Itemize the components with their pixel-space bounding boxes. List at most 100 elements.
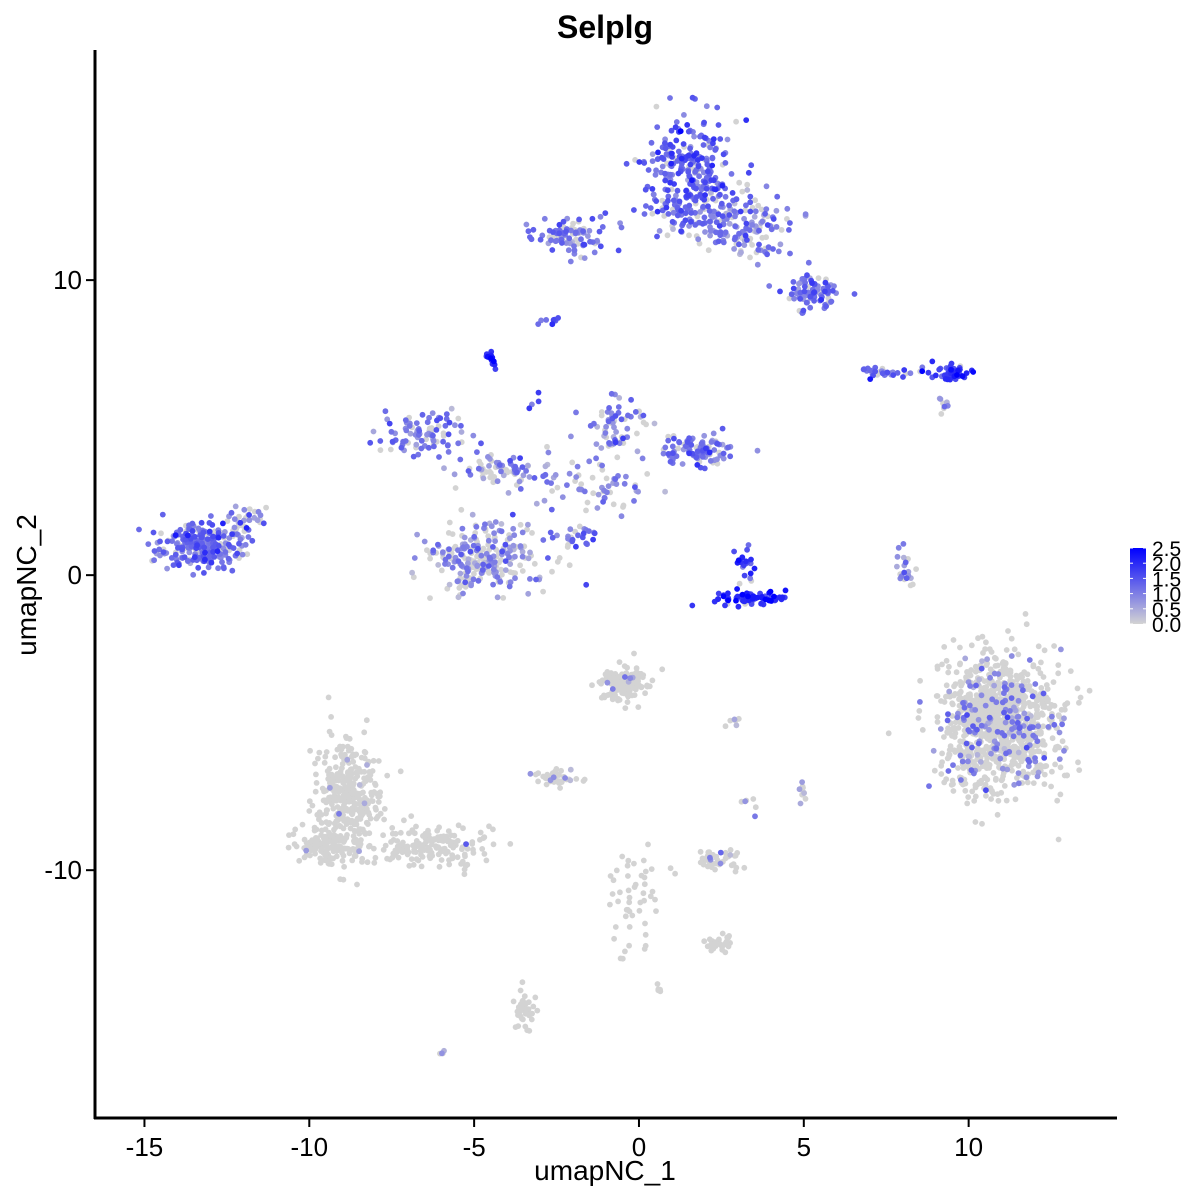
cell-point <box>334 771 341 778</box>
cell-point <box>741 572 748 579</box>
cell-point <box>377 447 384 453</box>
cell-point <box>986 714 993 721</box>
cell-point <box>497 578 504 585</box>
cell-point <box>972 663 979 670</box>
cell-point <box>982 781 989 788</box>
cell-point <box>665 197 671 204</box>
cell-point <box>767 588 774 595</box>
cell-point <box>366 842 373 849</box>
cell-point <box>1061 747 1067 754</box>
cell-point <box>549 534 556 541</box>
cell-point <box>972 819 979 825</box>
cell-point <box>309 802 316 809</box>
cell-point <box>972 784 979 791</box>
cell-point <box>635 704 642 710</box>
cell-point <box>614 686 620 693</box>
cell-point <box>460 590 466 597</box>
cell-point <box>150 529 157 536</box>
cell-point <box>694 157 701 163</box>
cell-point <box>1015 780 1022 787</box>
cell-point <box>597 243 604 250</box>
cell-point <box>473 523 480 530</box>
cell-point <box>308 847 314 854</box>
cell-point <box>448 832 454 839</box>
cell-point <box>1020 732 1027 739</box>
cell-point <box>239 551 246 558</box>
cell-point <box>189 528 196 534</box>
cell-point <box>944 755 951 762</box>
cell-point <box>1015 697 1022 704</box>
cell-point <box>1038 730 1044 737</box>
cell-point <box>890 372 897 378</box>
cell-point <box>981 774 988 780</box>
cell-point <box>1040 690 1047 697</box>
cell-point <box>478 552 485 559</box>
cell-point <box>375 799 382 805</box>
cell-point <box>625 412 631 419</box>
cell-point <box>365 774 372 780</box>
cell-point <box>675 445 681 452</box>
cell-point <box>169 538 176 544</box>
cell-point <box>524 526 530 533</box>
cell-point <box>1026 725 1033 731</box>
cell-point <box>811 289 818 296</box>
cell-point <box>312 788 319 795</box>
cell-point <box>983 787 989 794</box>
cell-point <box>386 420 393 427</box>
cell-point <box>665 451 672 457</box>
cell-point <box>527 549 533 556</box>
cell-point <box>796 786 803 793</box>
cell-point <box>182 536 189 543</box>
cell-point <box>1024 779 1031 786</box>
cell-point <box>708 947 715 954</box>
cell-point <box>900 541 907 547</box>
cell-point <box>389 830 396 837</box>
cell-point <box>541 215 548 222</box>
cell-point <box>500 595 507 601</box>
cell-point <box>567 766 574 773</box>
cell-point <box>710 430 717 437</box>
cell-point <box>917 677 923 684</box>
cell-point <box>498 566 504 573</box>
cell-point <box>1033 711 1040 717</box>
cell-point <box>459 846 465 853</box>
cell-point <box>312 760 318 767</box>
cell-point <box>682 217 689 224</box>
cell-point <box>576 523 583 530</box>
cell-point <box>518 1007 524 1013</box>
cell-point <box>713 854 720 861</box>
cell-point <box>679 461 686 467</box>
cell-point <box>938 411 945 417</box>
cell-point <box>1005 628 1011 634</box>
cell-point <box>665 193 672 200</box>
cell-point <box>365 821 371 827</box>
cell-point <box>202 556 208 563</box>
cell-point <box>932 372 939 379</box>
cell-point <box>633 679 639 686</box>
cell-point <box>455 440 462 447</box>
cell-point <box>525 462 531 469</box>
legend-tick-label: 1.5 <box>1152 568 1181 591</box>
cell-point <box>591 249 598 256</box>
cell-point <box>701 134 708 141</box>
y-tick-label: 0 <box>68 560 82 590</box>
cell-point <box>668 160 675 167</box>
cell-point <box>803 299 810 306</box>
cell-point <box>631 650 637 657</box>
cell-point <box>711 447 718 453</box>
cell-point <box>542 463 549 470</box>
cell-point <box>685 168 692 175</box>
cell-point <box>705 247 712 254</box>
cell-point <box>901 569 908 576</box>
cell-point <box>394 838 401 844</box>
cell-point <box>243 525 250 531</box>
cell-point <box>190 571 197 578</box>
cell-point <box>979 658 985 664</box>
cell-point <box>957 752 964 759</box>
cell-point <box>647 205 654 211</box>
cell-point <box>409 827 416 834</box>
cell-point <box>979 633 986 640</box>
cell-point <box>625 693 631 700</box>
cell-point <box>517 562 523 569</box>
cell-point <box>445 431 452 438</box>
